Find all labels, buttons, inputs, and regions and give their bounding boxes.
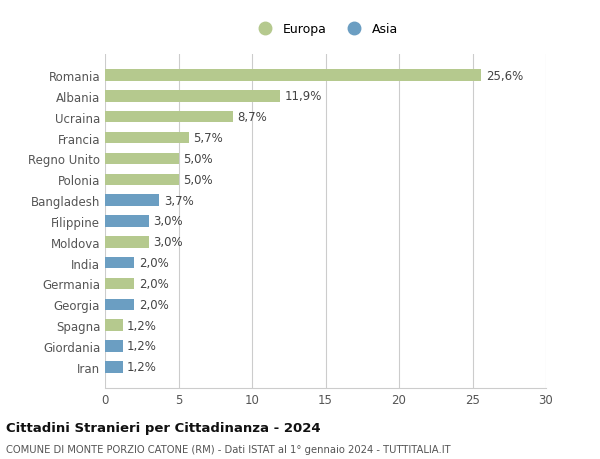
Bar <box>105 112 233 123</box>
Text: 3,7%: 3,7% <box>164 194 194 207</box>
Bar <box>105 299 134 310</box>
Text: COMUNE DI MONTE PORZIO CATONE (RM) - Dati ISTAT al 1° gennaio 2024 - TUTTITALIA.: COMUNE DI MONTE PORZIO CATONE (RM) - Dat… <box>6 444 451 454</box>
Bar <box>105 320 122 331</box>
Text: 3,0%: 3,0% <box>154 215 183 228</box>
Text: 1,2%: 1,2% <box>127 340 157 353</box>
Legend: Europa, Asia: Europa, Asia <box>248 18 403 41</box>
Text: 8,7%: 8,7% <box>238 111 267 124</box>
Bar <box>105 361 122 373</box>
Text: 25,6%: 25,6% <box>486 69 523 83</box>
Text: 1,2%: 1,2% <box>127 360 157 374</box>
Bar <box>105 341 122 352</box>
Bar <box>105 257 134 269</box>
Text: 11,9%: 11,9% <box>284 90 322 103</box>
Text: 5,0%: 5,0% <box>183 152 212 166</box>
Text: 5,7%: 5,7% <box>193 132 223 145</box>
Bar <box>105 216 149 227</box>
Text: 2,0%: 2,0% <box>139 277 169 291</box>
Bar <box>105 174 179 185</box>
Bar <box>105 153 179 165</box>
Bar <box>105 236 149 248</box>
Text: Cittadini Stranieri per Cittadinanza - 2024: Cittadini Stranieri per Cittadinanza - 2… <box>6 421 320 434</box>
Text: 2,0%: 2,0% <box>139 298 169 311</box>
Bar <box>105 133 189 144</box>
Text: 1,2%: 1,2% <box>127 319 157 332</box>
Bar <box>105 195 160 207</box>
Bar <box>105 278 134 290</box>
Bar <box>105 70 481 82</box>
Text: 2,0%: 2,0% <box>139 257 169 269</box>
Bar <box>105 91 280 102</box>
Text: 3,0%: 3,0% <box>154 236 183 249</box>
Text: 5,0%: 5,0% <box>183 174 212 186</box>
